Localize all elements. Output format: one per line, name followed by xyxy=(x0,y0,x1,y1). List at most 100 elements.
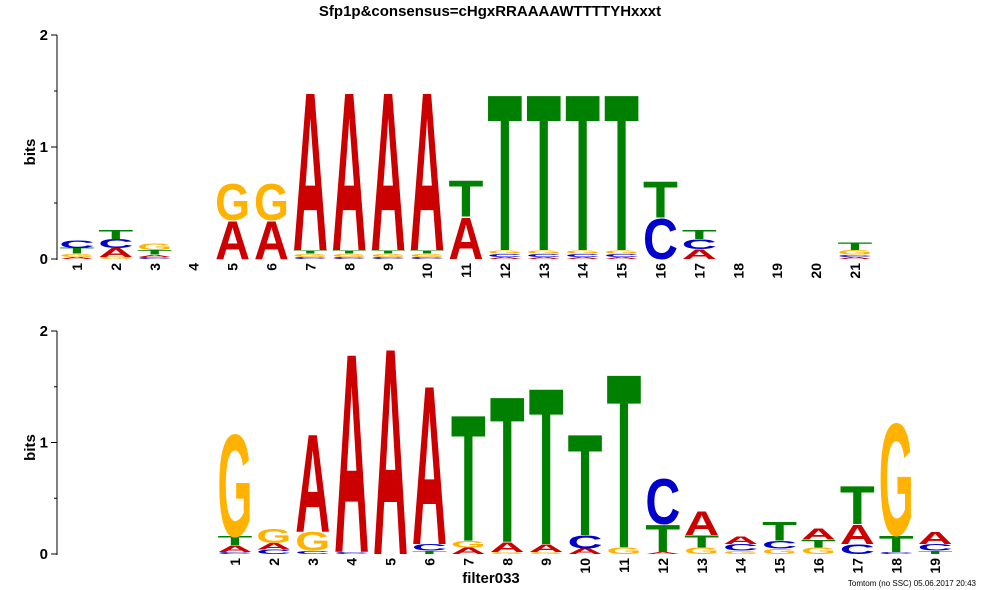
logo-column-18: 18 CTG xyxy=(879,389,914,573)
letter-G: G xyxy=(526,249,561,254)
letter-T: T xyxy=(451,379,486,580)
letter-T: T xyxy=(840,474,875,536)
letter-A: A xyxy=(838,256,873,259)
letter-T: T xyxy=(568,405,603,567)
letter-C: C xyxy=(840,541,875,557)
letter-A: A xyxy=(840,519,875,550)
letter-C: C xyxy=(682,236,717,252)
letter-T: T xyxy=(137,249,172,256)
logo-column-16: 16 GTA xyxy=(801,525,836,573)
letter-T: T xyxy=(332,249,367,254)
y-tick-label: 0 xyxy=(40,251,48,268)
letter-A: A xyxy=(568,547,603,556)
letter-A: A xyxy=(801,525,836,543)
letter-T: T xyxy=(682,228,717,242)
letter-G: G xyxy=(218,404,253,568)
position-label: 8 xyxy=(499,558,515,566)
y-tick-label: 1 xyxy=(40,139,48,156)
letter-A: A xyxy=(410,45,445,298)
position-label: 17 xyxy=(691,263,707,279)
letter-T: T xyxy=(449,170,484,228)
letter-G: G xyxy=(254,174,289,232)
letter-T: T xyxy=(879,531,914,557)
position-label: 3 xyxy=(305,558,321,566)
x-axis-label: filter033 xyxy=(462,570,520,587)
position-label: 12 xyxy=(497,263,513,279)
letter-G: G xyxy=(723,550,758,555)
letter-G: G xyxy=(684,546,719,556)
position-label: 6 xyxy=(421,558,437,566)
letter-G: G xyxy=(371,252,406,257)
letter-G: G xyxy=(604,249,639,254)
logo-column-6: 6 TCA xyxy=(412,338,447,590)
letter-A: A xyxy=(565,256,600,259)
position-label: 19 xyxy=(769,263,785,279)
figure-title: Sfp1p&consensus=cHgxRRAAAAWTTTTYHxxxt xyxy=(319,3,661,20)
letter-C: C xyxy=(334,551,369,554)
letter-C: C xyxy=(218,551,253,554)
position-label: 2 xyxy=(108,263,124,271)
position-label: 10 xyxy=(419,263,435,279)
letter-A: A xyxy=(256,541,291,551)
letter-A: A xyxy=(293,45,328,298)
logo-column-15: 15 GCT xyxy=(762,517,797,573)
letter-C: C xyxy=(137,256,172,259)
letter-C: C xyxy=(487,253,522,258)
position-label: 12 xyxy=(655,558,671,574)
letter-G: G xyxy=(607,546,642,556)
letter-C: C xyxy=(293,256,328,259)
logo-column-14: 14 GCA xyxy=(723,534,758,573)
position-label: 5 xyxy=(383,558,399,566)
letter-T: T xyxy=(293,249,328,254)
letter-G: G xyxy=(451,539,486,549)
letter-A: A xyxy=(215,209,250,270)
letter-G: G xyxy=(410,252,445,257)
logo-column-18: 18 xyxy=(730,263,746,279)
letter-G: G xyxy=(490,551,525,555)
letter-G: G xyxy=(215,174,250,232)
letter-G: G xyxy=(565,249,600,254)
letter-A: A xyxy=(487,256,522,259)
position-label: 13 xyxy=(694,558,710,574)
letter-G: G xyxy=(487,249,522,254)
letter-T: T xyxy=(412,550,447,555)
position-label: 7 xyxy=(302,263,318,271)
letter-A: A xyxy=(334,295,369,590)
letter-T: T xyxy=(684,532,719,551)
letter-A: A xyxy=(918,528,953,547)
letter-T: T xyxy=(607,323,642,590)
letter-C: C xyxy=(565,253,600,258)
position-label: 1 xyxy=(69,263,85,271)
letter-C: C xyxy=(918,542,953,552)
letter-C: C xyxy=(60,238,95,250)
position-label: 14 xyxy=(733,558,749,574)
letter-A: A xyxy=(449,206,484,272)
letter-C: C xyxy=(604,253,639,258)
letter-T: T xyxy=(98,228,133,242)
logo-column-2: 2 CAG xyxy=(256,525,291,566)
logo-column-11: 11 GT xyxy=(607,323,642,590)
logo-column-4: 4 CA xyxy=(334,295,369,590)
letter-G: G xyxy=(529,551,564,555)
letter-C: C xyxy=(643,208,678,272)
logo-column-19: 19 TCA xyxy=(918,528,953,573)
letter-T: T xyxy=(490,355,525,587)
letter-A: A xyxy=(684,504,719,542)
letter-G: G xyxy=(98,256,133,260)
position-label: 18 xyxy=(730,263,746,279)
position-label: 5 xyxy=(225,263,241,271)
y-axis-label: bits xyxy=(22,139,39,166)
letter-G: G xyxy=(295,527,330,556)
position-label: 19 xyxy=(927,558,943,574)
